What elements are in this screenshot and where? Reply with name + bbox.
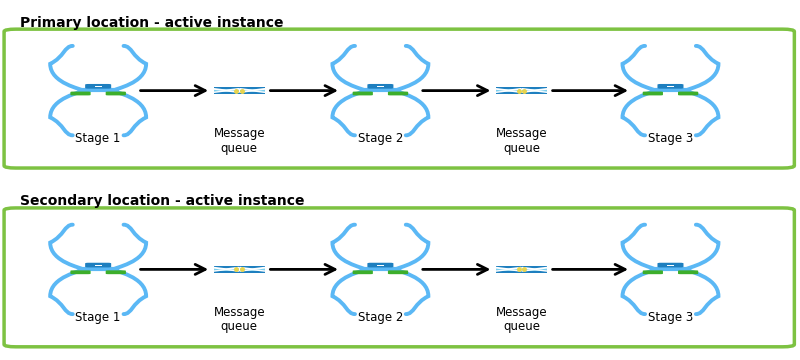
FancyBboxPatch shape xyxy=(496,89,521,92)
Text: Stage 1: Stage 1 xyxy=(75,311,121,324)
FancyBboxPatch shape xyxy=(214,271,265,273)
Text: queue: queue xyxy=(503,320,540,333)
FancyBboxPatch shape xyxy=(214,268,238,271)
FancyBboxPatch shape xyxy=(353,270,373,274)
FancyBboxPatch shape xyxy=(678,91,698,95)
FancyBboxPatch shape xyxy=(678,270,698,274)
FancyBboxPatch shape xyxy=(642,270,663,274)
Text: Stage 1: Stage 1 xyxy=(75,132,121,145)
FancyBboxPatch shape xyxy=(70,91,90,95)
FancyBboxPatch shape xyxy=(94,265,102,266)
FancyBboxPatch shape xyxy=(94,86,102,87)
Text: queue: queue xyxy=(503,141,540,154)
Text: queue: queue xyxy=(221,320,258,333)
FancyBboxPatch shape xyxy=(214,89,238,92)
FancyBboxPatch shape xyxy=(4,208,794,347)
Text: Message: Message xyxy=(214,306,265,319)
FancyBboxPatch shape xyxy=(667,86,674,87)
Text: Primary location - active instance: Primary location - active instance xyxy=(20,15,283,30)
FancyBboxPatch shape xyxy=(377,265,384,266)
Text: Secondary location - active instance: Secondary location - active instance xyxy=(20,194,304,208)
FancyBboxPatch shape xyxy=(214,87,265,89)
FancyBboxPatch shape xyxy=(106,270,126,274)
FancyBboxPatch shape xyxy=(85,84,111,89)
FancyBboxPatch shape xyxy=(496,266,547,268)
FancyBboxPatch shape xyxy=(214,92,265,94)
FancyBboxPatch shape xyxy=(4,29,794,168)
FancyBboxPatch shape xyxy=(388,270,408,274)
FancyBboxPatch shape xyxy=(367,84,394,89)
FancyBboxPatch shape xyxy=(522,268,547,271)
Text: Stage 2: Stage 2 xyxy=(358,311,403,324)
FancyBboxPatch shape xyxy=(214,266,265,268)
FancyBboxPatch shape xyxy=(367,263,394,267)
FancyBboxPatch shape xyxy=(240,268,265,271)
FancyBboxPatch shape xyxy=(106,91,126,95)
FancyBboxPatch shape xyxy=(496,268,521,271)
FancyBboxPatch shape xyxy=(667,265,674,266)
Text: Stage 3: Stage 3 xyxy=(648,132,693,145)
FancyBboxPatch shape xyxy=(496,271,547,273)
FancyBboxPatch shape xyxy=(388,91,408,95)
FancyBboxPatch shape xyxy=(496,92,547,94)
Text: Stage 2: Stage 2 xyxy=(358,132,403,145)
FancyBboxPatch shape xyxy=(353,91,373,95)
Text: Message: Message xyxy=(214,127,265,140)
FancyBboxPatch shape xyxy=(522,89,547,92)
FancyBboxPatch shape xyxy=(658,263,683,267)
FancyBboxPatch shape xyxy=(240,89,265,92)
Text: Message: Message xyxy=(496,306,547,319)
FancyBboxPatch shape xyxy=(377,86,384,87)
Text: queue: queue xyxy=(221,141,258,154)
Text: Message: Message xyxy=(496,127,547,140)
FancyBboxPatch shape xyxy=(496,87,547,89)
FancyBboxPatch shape xyxy=(85,263,111,267)
FancyBboxPatch shape xyxy=(642,91,663,95)
FancyBboxPatch shape xyxy=(658,84,683,89)
Text: Stage 3: Stage 3 xyxy=(648,311,693,324)
FancyBboxPatch shape xyxy=(70,270,90,274)
